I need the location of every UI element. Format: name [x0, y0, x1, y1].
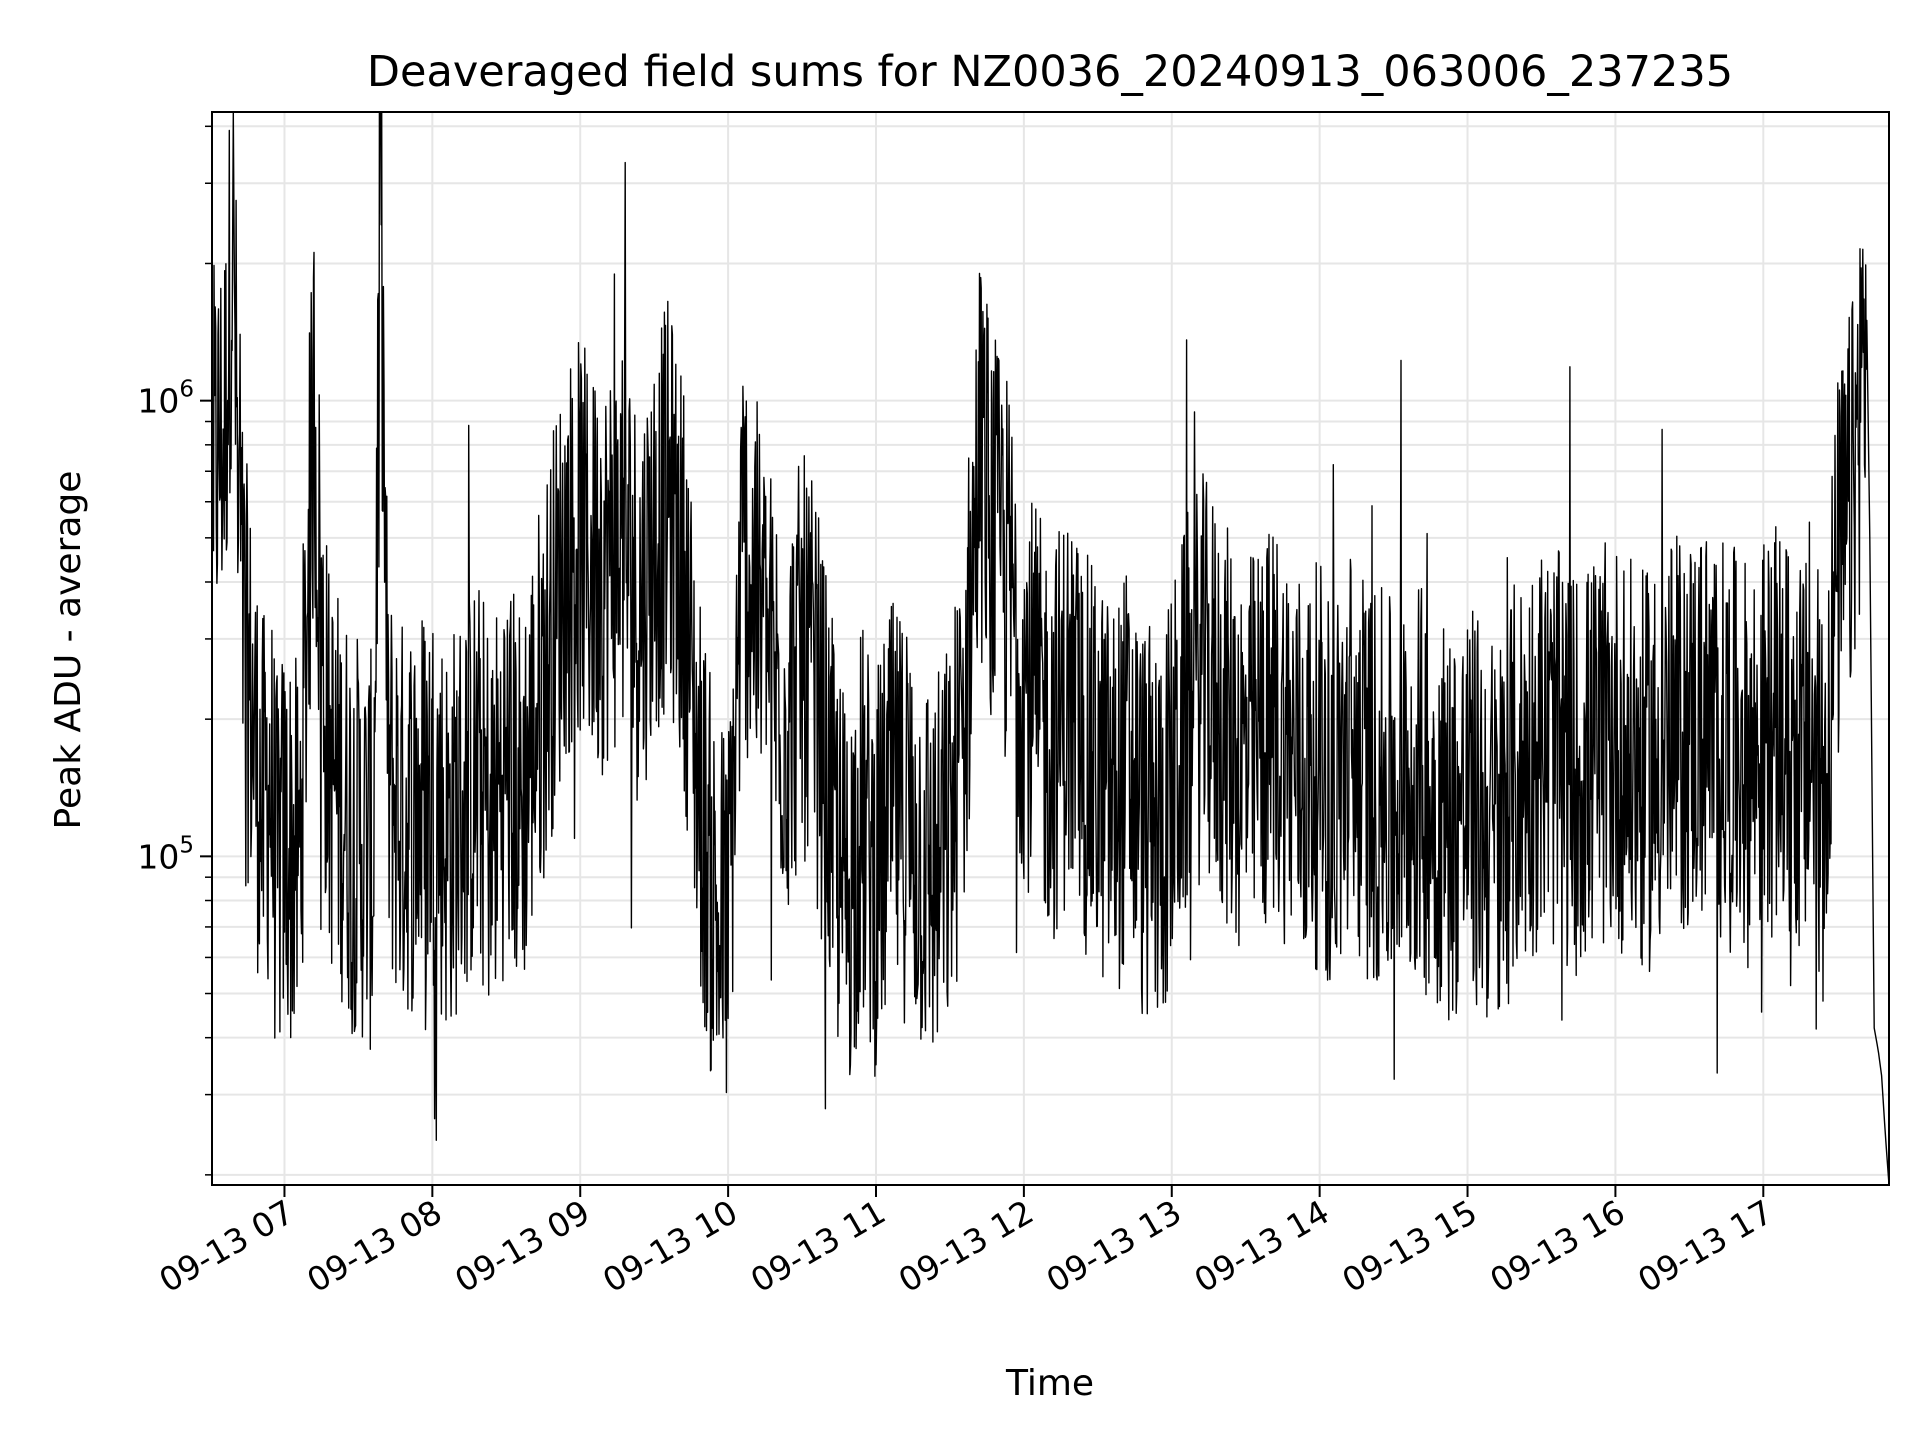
y-axis-label: Peak ADU - average	[48, 471, 89, 830]
y-tick-label: 105	[137, 832, 194, 876]
series-layer	[212, 111, 1890, 1186]
series-line	[212, 111, 1890, 1186]
x-axis-label: Time	[1005, 1363, 1094, 1404]
y-tick-label: 106	[137, 377, 194, 421]
axes-frame	[211, 111, 1890, 1186]
chart-title: Deaveraged field sums for NZ0036_2024091…	[367, 47, 1733, 97]
